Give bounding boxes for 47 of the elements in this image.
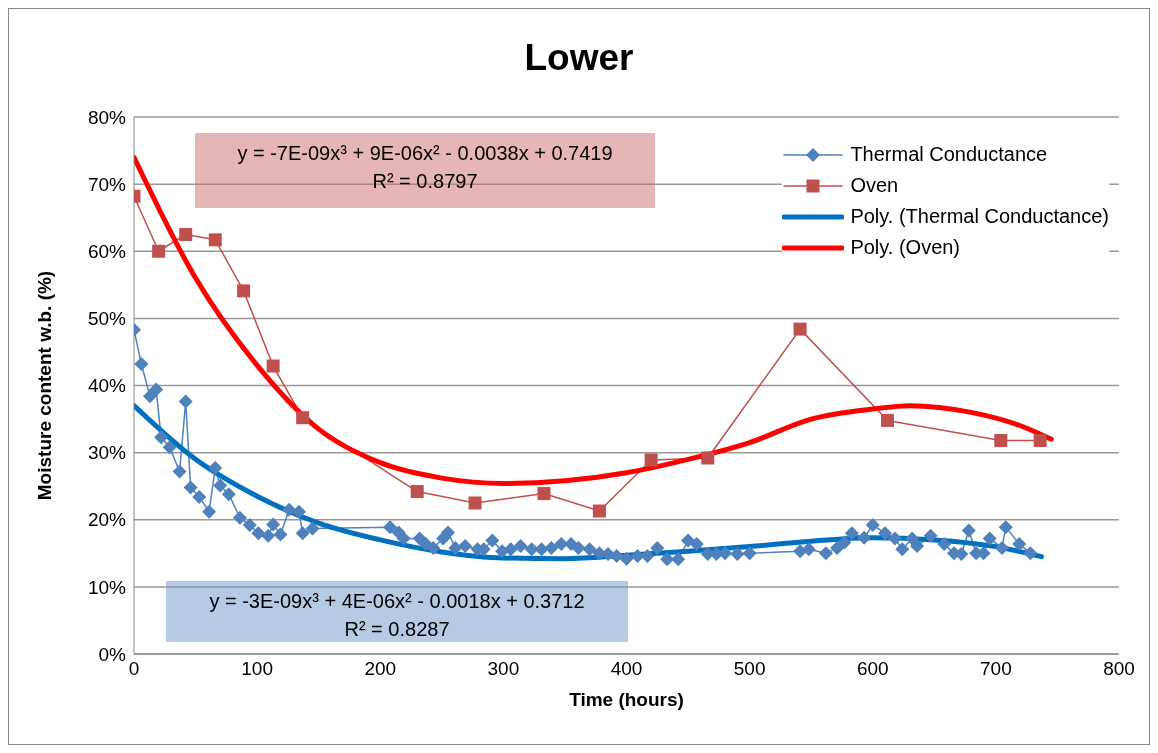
x-tick-label: 500 [733, 658, 766, 680]
annotation: R² = 0.8287 [343, 617, 451, 642]
point [410, 485, 424, 499]
legend-label: Thermal Conductance [850, 143, 1048, 166]
x-tick-label: 200 [364, 658, 397, 680]
y-tick-label: 10% [87, 576, 127, 598]
point [266, 359, 280, 373]
point [537, 487, 551, 501]
x-tick-label: 400 [610, 658, 643, 680]
x-tick-label: 700 [980, 658, 1012, 680]
x-axis-title: Time (hours) [569, 689, 684, 710]
point [994, 434, 1008, 448]
legend-label: Poly. (Oven) [850, 236, 961, 259]
x-tick-label: 800 [1103, 658, 1135, 680]
equation-box: y = -7E-09x³ + 9E-06x² - 0.0038x + 0.7419 R² = 0.8797 [195, 133, 655, 208]
y-tick-label: 40% [87, 375, 127, 397]
x-tick-label: 300 [487, 658, 520, 680]
annotation: R² = 0.8797 [371, 169, 479, 194]
x-tick-label: 600 [856, 658, 889, 680]
y-tick-label: 20% [87, 509, 127, 531]
y-tick-label: 80% [87, 106, 127, 128]
point [1033, 434, 1047, 448]
point [296, 411, 310, 425]
chart-title: Lower [523, 37, 635, 79]
point [644, 453, 658, 467]
point [793, 322, 807, 336]
point [237, 284, 251, 298]
x-tick-label: 0 [128, 658, 140, 680]
y-tick-label: 30% [87, 442, 127, 464]
equation-box: y = -3E-09x³ + 4E-06x² - 0.0018x + 0.3712 R² = 0.8287 [166, 581, 628, 642]
point [592, 504, 606, 518]
annotation: y = -3E-09x³ + 4E-06x² - 0.0018x + 0.3712 [208, 589, 586, 614]
annotation: y = -7E-09x³ + 9E-06x² - 0.0038x + 0.7419 [236, 141, 614, 166]
y-axis-title: Moisture content w.b. (%) [33, 270, 55, 501]
point [152, 244, 166, 258]
y-tick-label: 0% [98, 643, 127, 665]
point [208, 233, 222, 247]
y-tick-label: 60% [87, 240, 127, 262]
point [881, 413, 895, 427]
x-tick-label: 100 [241, 658, 273, 680]
y-tick-label: 70% [87, 173, 127, 195]
point [179, 227, 193, 241]
y-tick-label: 50% [87, 308, 127, 330]
legend-label: Oven [850, 174, 899, 197]
point [468, 496, 482, 510]
legend-label: Poly. (Thermal Conductance) [850, 205, 1109, 228]
point [701, 451, 715, 465]
